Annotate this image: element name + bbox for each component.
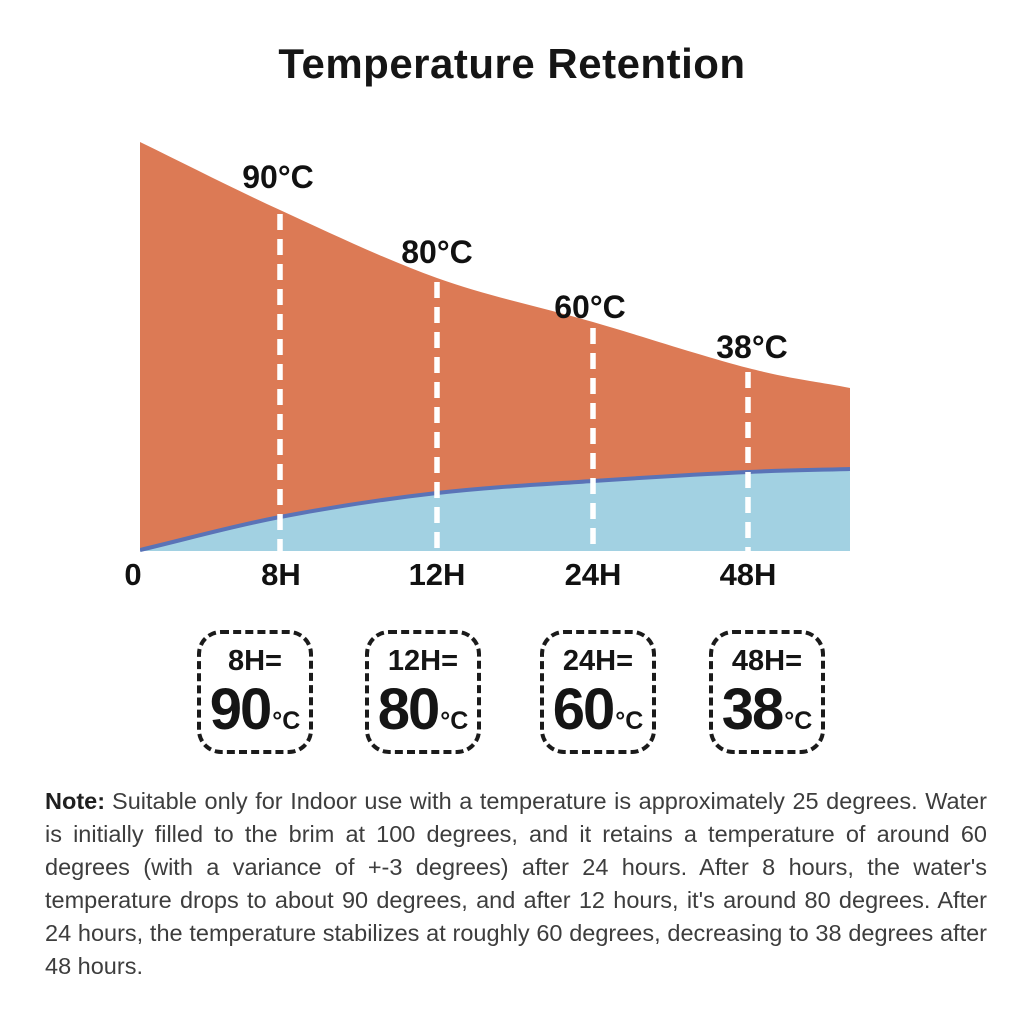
point-label-48h: 38°C (716, 329, 788, 365)
x-axis-label-0: 0 (124, 557, 142, 592)
callout-value-row: 80 °C (377, 676, 469, 742)
note-paragraph: Note: Suitable only for Indoor use with a… (45, 785, 987, 983)
callout-box-48h: 48H= 38 °C (709, 630, 825, 754)
callout-time-label: 48H= (731, 645, 803, 678)
callout-temp-unit: °C (784, 706, 813, 735)
callout-temp-value: 38 (721, 676, 784, 742)
x-axis-label-24h: 24H (564, 557, 622, 592)
callout-time-label: 12H= (387, 645, 459, 678)
callout-temp-value: 60 (552, 676, 615, 742)
x-axis-label-8h: 8H (261, 557, 301, 592)
callout-box-8h: 8H= 90 °C (197, 630, 313, 754)
cool-area-shape (140, 469, 850, 551)
callout-temp-value: 80 (377, 676, 440, 742)
callout-temp-value: 90 (209, 676, 272, 742)
point-label-8h: 90°C (242, 159, 314, 195)
temperature-area-chart (140, 140, 850, 552)
point-label-24h: 60°C (554, 289, 626, 325)
callout-value-row: 38 °C (721, 676, 813, 742)
note-label: Note: (45, 788, 106, 814)
callout-box-12h: 12H= 80 °C (365, 630, 481, 754)
callout-time-label: 8H= (227, 645, 282, 678)
point-label-12h: 80°C (401, 234, 473, 270)
callout-temp-unit: °C (615, 706, 644, 735)
boundary-line (140, 467, 850, 552)
callout-temp-unit: °C (272, 706, 301, 735)
callout-time-label: 24H= (562, 645, 634, 678)
x-axis-label-12h: 12H (408, 557, 466, 592)
area-chart-svg (140, 142, 850, 552)
x-axis-label-48h: 48H (719, 557, 777, 592)
callout-box-24h: 24H= 60 °C (540, 630, 656, 754)
hot-area-shape (140, 142, 850, 550)
callout-temp-unit: °C (440, 706, 469, 735)
page-title: Temperature Retention (278, 40, 746, 87)
callout-value-row: 60 °C (552, 676, 644, 742)
callout-value-row: 90 °C (209, 676, 301, 742)
note-body: Suitable only for Indoor use with a temp… (45, 788, 987, 979)
